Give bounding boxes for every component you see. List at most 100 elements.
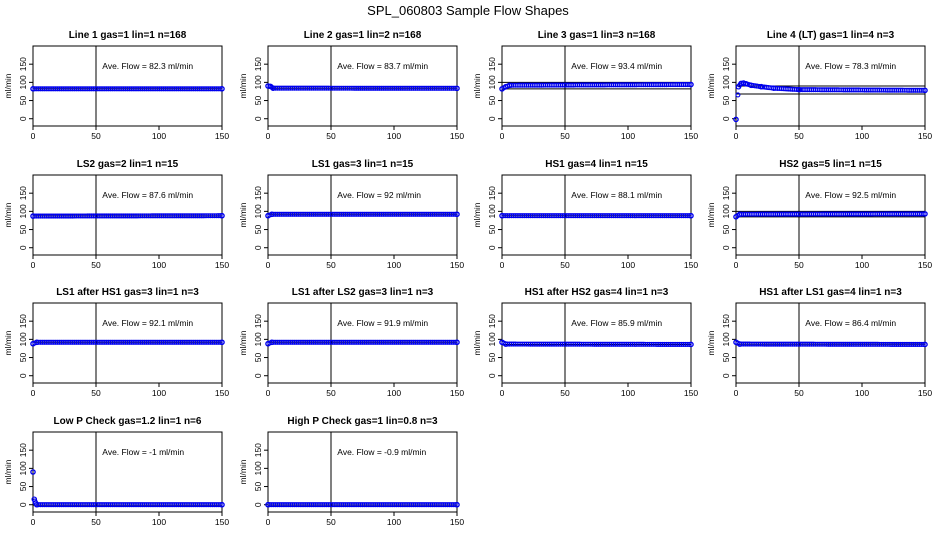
panel-title: LS2 gas=2 lin=1 n=15 [77,159,179,170]
y-tick-label: 50 [253,96,263,106]
x-tick-label: 0 [734,260,739,270]
y-tick-label: 100 [487,75,497,89]
ave-flow-annotation: Ave. Flow = 92.5 ml/min [805,190,896,200]
data-series [30,339,225,347]
data-point [454,339,460,345]
x-tick-label: 0 [734,131,739,141]
ave-flow-annotation: Ave. Flow = 78.3 ml/min [805,61,896,71]
data-point [686,341,692,348]
y-tick-label: 100 [487,204,497,218]
x-tick-label: 150 [918,131,932,141]
figure-title: SPL_060803 Sample Flow Shapes [367,3,569,18]
panel-title: Line 1 gas=1 lin=1 n=168 [69,30,187,41]
y-axis-label: ml/min [472,73,482,98]
y-axis-label: ml/min [3,459,13,484]
x-tick-label: 50 [91,131,101,141]
x-tick-label: 0 [31,260,36,270]
y-tick-label: 0 [18,245,28,250]
panel: Line 2 gas=1 lin=2 n=168 0 50 100 150 0 50 100 1… [238,30,464,141]
y-tick-label: 100 [18,332,28,346]
y-tick-label: 100 [18,75,28,89]
panel-title: High P Check gas=1 lin=0.8 n=3 [287,416,438,427]
y-tick-label: 100 [721,204,731,218]
y-tick-label: 150 [721,186,731,200]
y-axis-label: ml/min [472,202,482,227]
x-tick-label: 100 [152,260,166,270]
x-tick-label: 0 [266,517,271,527]
y-tick-label: 150 [721,57,731,71]
x-tick-label: 50 [560,131,570,141]
ave-flow-annotation: Ave. Flow = 92.1 ml/min [102,318,193,328]
x-tick-label: 50 [326,388,336,398]
y-tick-label: 100 [253,75,263,89]
panel: High P Check gas=1 lin=0.8 n=3 0 50 100 150 0… [238,416,464,527]
plot-frame [32,45,223,127]
panel: Line 4 (LT) gas=1 lin=4 n=3 0 50 100 150 0 50 1… [706,30,932,141]
panel: HS1 after LS1 gas=4 lin=1 n=3 0 50 100 150 0 5… [706,287,932,398]
ave-flow-annotation: Ave. Flow = 92 ml/min [337,190,421,200]
data-point [686,82,692,88]
data-series [30,212,225,219]
data-point [219,339,225,345]
data-series [265,339,460,347]
y-tick-label: 150 [487,314,497,328]
data-series [733,80,928,123]
y-tick-label: 100 [18,204,28,218]
x-tick-label: 150 [450,131,464,141]
x-tick-label: 100 [152,131,166,141]
ave-flow-annotation: Ave. Flow = 93.4 ml/min [571,61,662,71]
data-point [686,213,692,219]
y-axis-label: ml/min [238,459,248,484]
panel: LS1 after LS2 gas=3 lin=1 n=3 0 50 100 150 0 5… [238,287,464,398]
ave-flow-annotation: Ave. Flow = 83.7 ml/min [337,61,428,71]
y-tick-label: 0 [487,245,497,250]
x-tick-label: 0 [500,131,505,141]
y-tick-label: 50 [721,353,731,363]
x-tick-label: 150 [215,388,229,398]
ave-flow-annotation: Ave. Flow = 91.9 ml/min [337,318,428,328]
y-tick-label: 100 [253,332,263,346]
panel: HS2 gas=5 lin=1 n=15 0 50 100 150 0 50 100 150 ml… [706,159,932,270]
x-tick-label: 0 [31,131,36,141]
data-series [499,339,694,348]
panel-title: Line 2 gas=1 lin=2 n=168 [304,30,422,41]
y-tick-label: 150 [253,186,263,200]
y-tick-label: 0 [253,116,263,121]
x-tick-label: 50 [794,260,804,270]
x-tick-label: 150 [918,388,932,398]
data-series [265,83,460,92]
data-point [688,341,694,348]
ave-flow-annotation: Ave. Flow = -0.9 ml/min [337,447,426,457]
data-point [688,213,694,219]
y-tick-label: 50 [721,225,731,235]
panel-title: LS1 after HS1 gas=3 lin=1 n=3 [56,287,199,298]
x-tick-label: 100 [152,388,166,398]
ave-flow-annotation: Ave. Flow = 85.9 ml/min [571,318,662,328]
data-point [922,341,928,348]
y-tick-label: 100 [253,204,263,218]
data-point [920,211,926,217]
x-tick-label: 150 [215,517,229,527]
data-point [454,502,460,508]
data-point [217,86,223,92]
y-tick-label: 0 [487,373,497,378]
y-tick-label: 0 [487,116,497,121]
ave-flow-annotation: Ave. Flow = 82.3 ml/min [102,61,193,71]
x-tick-label: 150 [918,260,932,270]
x-tick-label: 0 [31,517,36,527]
y-tick-label: 150 [18,314,28,328]
data-point [217,213,223,219]
x-tick-label: 50 [326,131,336,141]
x-tick-label: 0 [500,388,505,398]
panel-title: LS1 gas=3 lin=1 n=15 [312,159,414,170]
y-tick-label: 50 [253,353,263,363]
x-tick-label: 150 [684,260,698,270]
x-tick-label: 0 [266,388,271,398]
y-tick-label: 100 [721,75,731,89]
x-tick-label: 50 [794,131,804,141]
x-tick-label: 50 [91,388,101,398]
panel: Low P Check gas=1.2 lin=1 n=6 0 50 100 150 0 5… [3,416,229,527]
panel: HS1 gas=4 lin=1 n=15 0 50 100 150 0 50 100 150 ml… [472,159,698,270]
y-axis-label: ml/min [3,73,13,98]
